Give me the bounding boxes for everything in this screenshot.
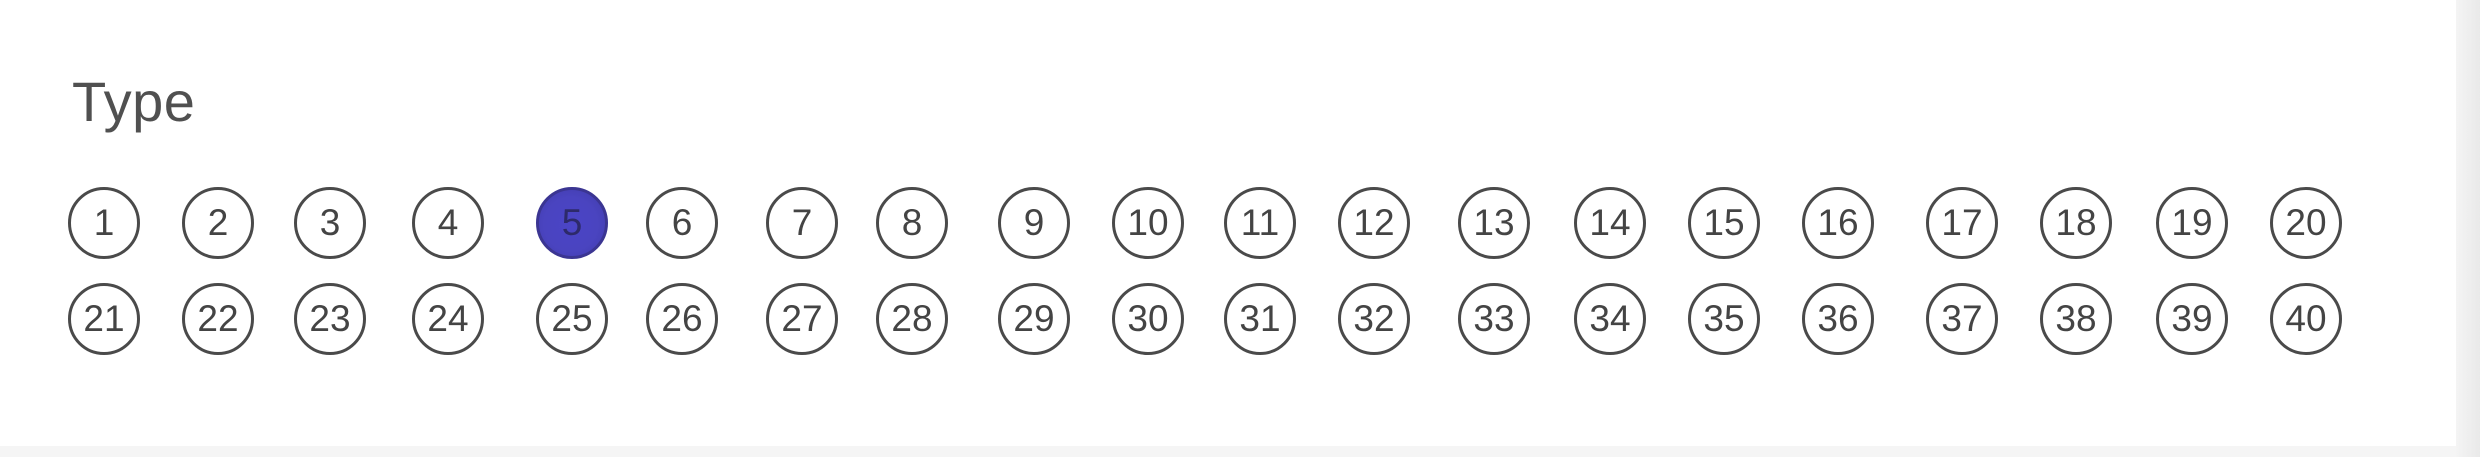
option-bubble-6[interactable]: 6: [646, 187, 718, 259]
option-bubble-8[interactable]: 8: [876, 187, 948, 259]
option-bubble-12[interactable]: 12: [1338, 187, 1410, 259]
option-bubble-22[interactable]: 22: [182, 283, 254, 355]
option-bubble-3[interactable]: 3: [294, 187, 366, 259]
option-bubble-32[interactable]: 32: [1338, 283, 1410, 355]
option-bubble-28[interactable]: 28: [876, 283, 948, 355]
option-bubble-35[interactable]: 35: [1688, 283, 1760, 355]
option-bubble-29[interactable]: 29: [998, 283, 1070, 355]
option-bubble-23[interactable]: 23: [294, 283, 366, 355]
bubble-row-2: 21 22 23 24 25 26 27 28 29 30 31 32 33 34 35 36 37 38 39 40: [0, 283, 2456, 363]
option-bubble-9[interactable]: 9: [998, 187, 1070, 259]
option-bubble-17[interactable]: 17: [1926, 187, 1998, 259]
page-bottom-edge: [0, 446, 2456, 457]
option-bubble-36[interactable]: 36: [1802, 283, 1874, 355]
option-bubble-39[interactable]: 39: [2156, 283, 2228, 355]
option-bubble-38[interactable]: 38: [2040, 283, 2112, 355]
option-bubble-27[interactable]: 27: [766, 283, 838, 355]
option-bubble-26[interactable]: 26: [646, 283, 718, 355]
option-bubble-33[interactable]: 33: [1458, 283, 1530, 355]
option-bubble-34[interactable]: 34: [1574, 283, 1646, 355]
option-bubble-19[interactable]: 19: [2156, 187, 2228, 259]
page-edge: [2456, 0, 2480, 457]
option-bubble-7[interactable]: 7: [766, 187, 838, 259]
option-bubble-4[interactable]: 4: [412, 187, 484, 259]
option-bubble-20[interactable]: 20: [2270, 187, 2342, 259]
option-bubble-2[interactable]: 2: [182, 187, 254, 259]
option-bubble-5[interactable]: 5: [536, 187, 608, 259]
option-bubble-15[interactable]: 15: [1688, 187, 1760, 259]
option-bubble-40[interactable]: 40: [2270, 283, 2342, 355]
option-bubble-37[interactable]: 37: [1926, 283, 1998, 355]
option-bubble-18[interactable]: 18: [2040, 187, 2112, 259]
option-bubble-31[interactable]: 31: [1224, 283, 1296, 355]
option-bubble-14[interactable]: 14: [1574, 187, 1646, 259]
option-bubble-10[interactable]: 10: [1112, 187, 1184, 259]
option-bubble-16[interactable]: 16: [1802, 187, 1874, 259]
section-title: Type: [72, 70, 196, 133]
option-bubble-24[interactable]: 24: [412, 283, 484, 355]
option-bubble-13[interactable]: 13: [1458, 187, 1530, 259]
option-bubble-1[interactable]: 1: [68, 187, 140, 259]
option-bubble-25[interactable]: 25: [536, 283, 608, 355]
option-bubble-21[interactable]: 21: [68, 283, 140, 355]
bubble-row-1: 1 2 3 4 5 6 7 8 9 10 11 12 13 14 15 16 17 18 19 20: [0, 187, 2456, 267]
option-bubble-30[interactable]: 30: [1112, 283, 1184, 355]
option-bubble-11[interactable]: 11: [1224, 187, 1296, 259]
